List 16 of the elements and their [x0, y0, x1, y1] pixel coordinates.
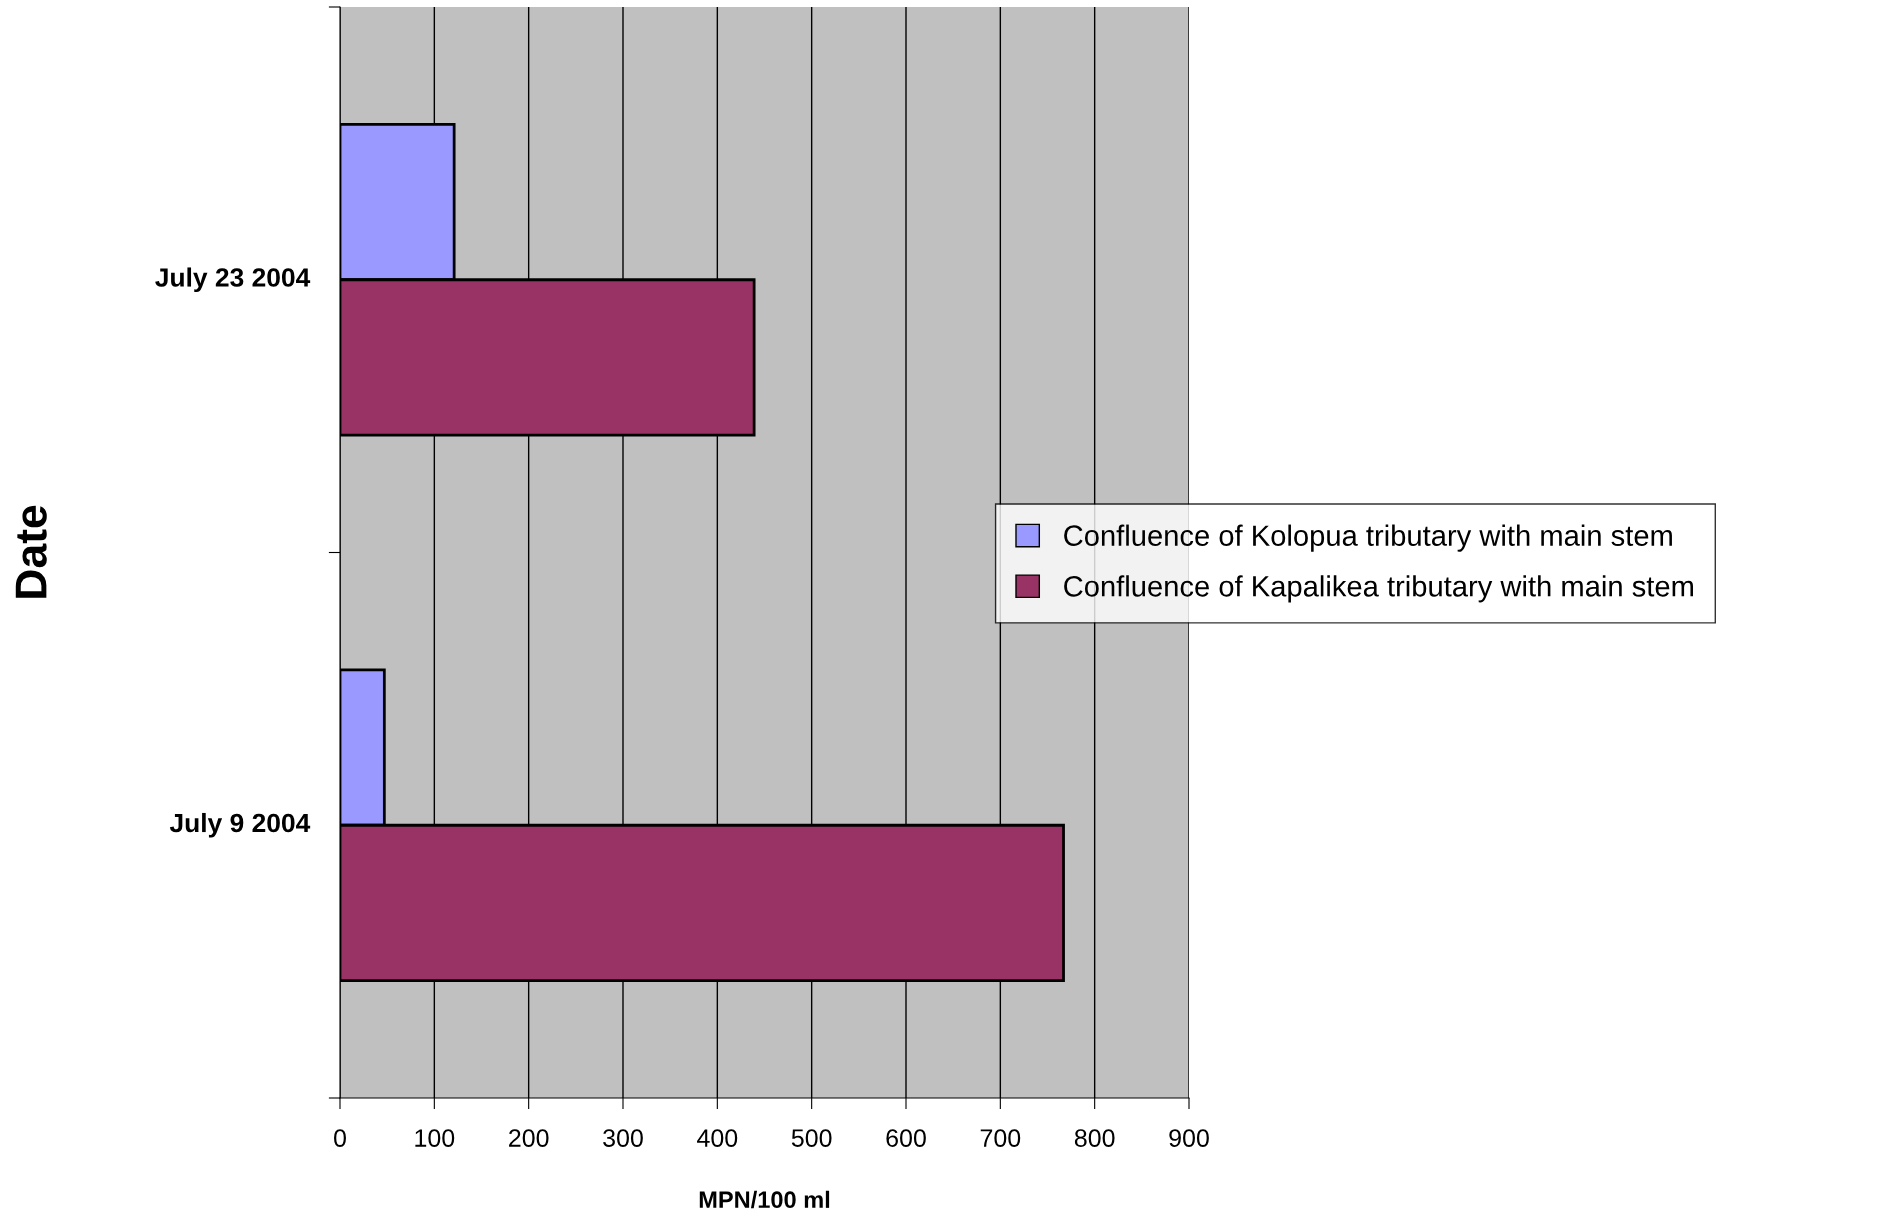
- x-tick-label: 100: [415, 1129, 455, 1147]
- legend-label: Confluence of Kapalikea tributary with main stem: [1064, 575, 1693, 603]
- x-tick-label: 700: [980, 1129, 1021, 1147]
- x-axis-title: MPN/100 ml: [699, 1190, 830, 1209]
- x-tick-label: 600: [886, 1129, 926, 1147]
- x-tick-label: 200: [509, 1129, 549, 1147]
- x-tick-label: 300: [603, 1129, 643, 1147]
- x-tick-label: 800: [1074, 1129, 1115, 1147]
- x-tick-label: 900: [1169, 1129, 1209, 1147]
- x-tick-label: 0: [334, 1129, 346, 1147]
- y-tick-label: July 23 2004: [155, 267, 311, 293]
- legend-label: Confluence of Kolopua tributary with main stem: [1064, 524, 1672, 552]
- x-tick-label: 400: [697, 1129, 738, 1147]
- x-tick-label: 500: [791, 1129, 832, 1147]
- y-axis-title: Date: [15, 505, 47, 598]
- y-tick-label: July 9 2004: [169, 812, 311, 838]
